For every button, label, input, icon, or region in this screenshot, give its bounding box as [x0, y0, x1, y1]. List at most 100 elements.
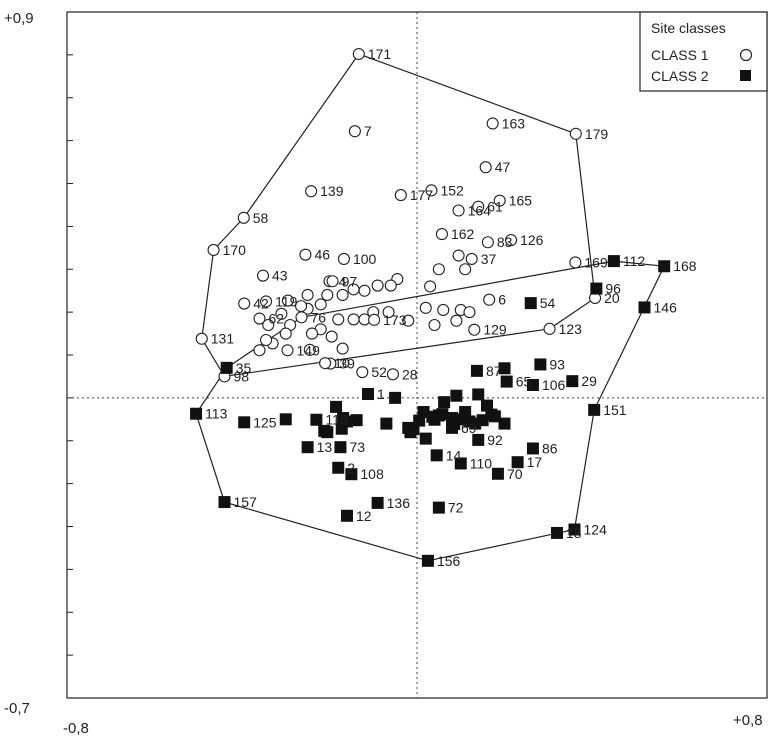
- class2-point: [534, 358, 547, 371]
- class2-point: [481, 399, 493, 412]
- point-label: 76: [311, 309, 327, 325]
- class1-point: [425, 184, 438, 197]
- legend-class1-marker: [739, 48, 753, 62]
- point-label: 179: [585, 126, 609, 142]
- point-label: 126: [520, 232, 544, 248]
- point-label: 28: [402, 366, 418, 382]
- class2-point: [332, 461, 345, 474]
- class1-point: [281, 344, 294, 357]
- class1-point: [463, 306, 476, 319]
- class1-point: [301, 288, 314, 302]
- class2-point: [470, 364, 483, 377]
- class2-point: [334, 441, 347, 454]
- point-label: 136: [387, 495, 411, 511]
- class2-point: [330, 400, 343, 413]
- class1-point: [435, 228, 448, 241]
- point-label: 65: [516, 374, 532, 390]
- point-label: 100: [353, 251, 377, 267]
- class2-point: [301, 441, 314, 454]
- class2-point: [469, 417, 482, 430]
- point-label: 113: [205, 406, 228, 422]
- class2-point: [511, 456, 524, 469]
- class2-point: [590, 282, 603, 295]
- class1-point: [279, 327, 292, 340]
- point-label: 177: [410, 187, 434, 203]
- class2-point: [491, 467, 504, 480]
- point-label: 108: [360, 466, 384, 482]
- point-label: 119: [275, 293, 298, 309]
- class1-point: [479, 161, 492, 174]
- point-label: 7: [364, 123, 372, 139]
- class1-point: [262, 318, 275, 332]
- class2-point: [238, 416, 251, 429]
- class2-point: [428, 413, 441, 426]
- x-max-tick-label: +0,8: [733, 712, 763, 729]
- point-label: 13: [317, 439, 333, 455]
- class1-point: [382, 306, 395, 319]
- class1-point: [347, 283, 360, 296]
- point-label: 69: [461, 420, 477, 436]
- class1-point: [437, 303, 450, 317]
- class1-point: [486, 117, 499, 130]
- class1-point: [386, 368, 399, 381]
- point-label: 6: [498, 292, 506, 308]
- point-label: 17: [527, 454, 543, 470]
- class1-point: [319, 357, 332, 370]
- class2-point: [419, 432, 432, 445]
- point-label: 42: [253, 296, 269, 312]
- class2-point: [526, 442, 539, 455]
- point-label: 112: [623, 253, 646, 269]
- class2-point: [350, 414, 363, 427]
- legend-title: Site classes: [651, 20, 726, 36]
- class1-point: [358, 284, 371, 297]
- point-label: 20: [604, 290, 620, 306]
- point-label: 110: [470, 455, 493, 471]
- point-label: 171: [368, 46, 392, 62]
- class1-point: [505, 234, 518, 247]
- class2-point: [472, 433, 485, 446]
- class1-point: [459, 263, 472, 276]
- class2-point: [498, 417, 511, 430]
- class1-point: [472, 200, 485, 213]
- class1-point: [483, 293, 496, 306]
- class1-point: [314, 298, 327, 311]
- class2-point: [389, 391, 402, 404]
- class2-point: [341, 509, 353, 522]
- point-label: 169: [584, 254, 608, 270]
- class2-point: [430, 449, 443, 462]
- class2-point: [607, 255, 620, 268]
- class2-point: [638, 301, 651, 314]
- class2-point: [566, 375, 579, 388]
- class2-point: [371, 496, 384, 509]
- point-label: 46: [314, 247, 330, 263]
- class1-point: [394, 189, 407, 202]
- point-label: 97: [342, 273, 358, 289]
- point-label: 39: [339, 356, 355, 372]
- point-label: 93: [549, 356, 565, 372]
- point-label: 157: [234, 494, 258, 510]
- point-label: 124: [584, 522, 608, 538]
- class1-point: [356, 366, 369, 379]
- class2-point: [488, 410, 501, 423]
- class1-point: [260, 295, 273, 308]
- class2-point: [345, 468, 358, 481]
- class2-point: [279, 413, 292, 426]
- class1-point: [569, 256, 582, 269]
- class2-point: [568, 523, 581, 536]
- class1-point: [368, 313, 381, 326]
- class1-point: [256, 269, 270, 282]
- class2-point: [450, 389, 463, 402]
- class2-point: [337, 412, 350, 425]
- point-label: 125: [253, 414, 277, 430]
- point-label: 72: [448, 500, 464, 516]
- class1-point: [195, 332, 208, 345]
- x-min-tick-label: -0,8: [63, 720, 89, 737]
- class1-point: [424, 280, 437, 293]
- point-label: 106: [542, 377, 566, 393]
- class1-point: [332, 313, 345, 326]
- legend-class2-label: CLASS 2: [651, 68, 709, 84]
- point-label: 139: [320, 183, 344, 199]
- class2-point: [551, 526, 563, 539]
- class1-point: [493, 194, 506, 207]
- legend-class2-marker: [740, 70, 751, 81]
